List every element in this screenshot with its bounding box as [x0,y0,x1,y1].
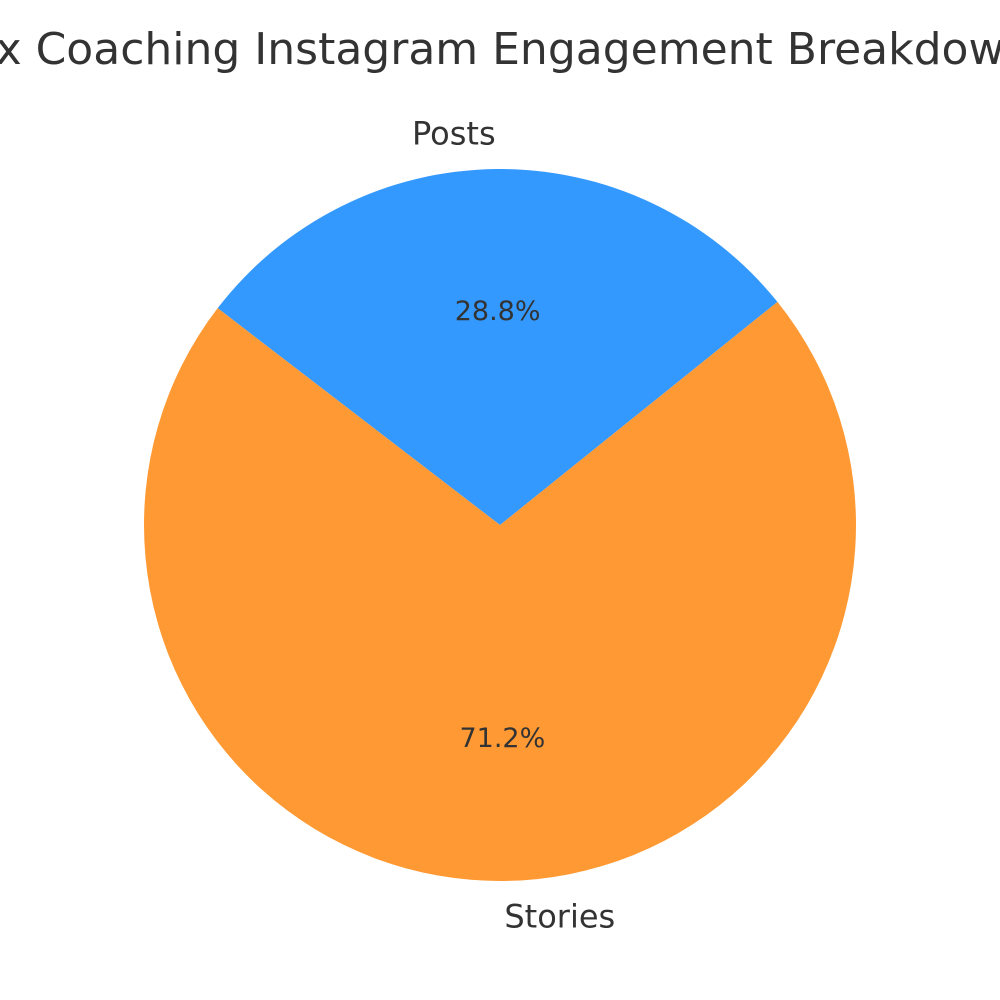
pie-labels: Posts 28.8% Stories 71.2% [412,114,615,935]
slice-posts [217,168,778,525]
percent-label-stories: 71.2% [459,723,545,754]
pie-slices [143,168,856,881]
slice-label-posts: Posts [412,114,496,152]
slice-stories [143,301,856,881]
slice-label-stories: Stories [504,898,615,936]
percent-label-posts: 28.8% [455,296,541,327]
chart-title: x Coaching Instagram Engagement Breakdow [0,24,1000,75]
